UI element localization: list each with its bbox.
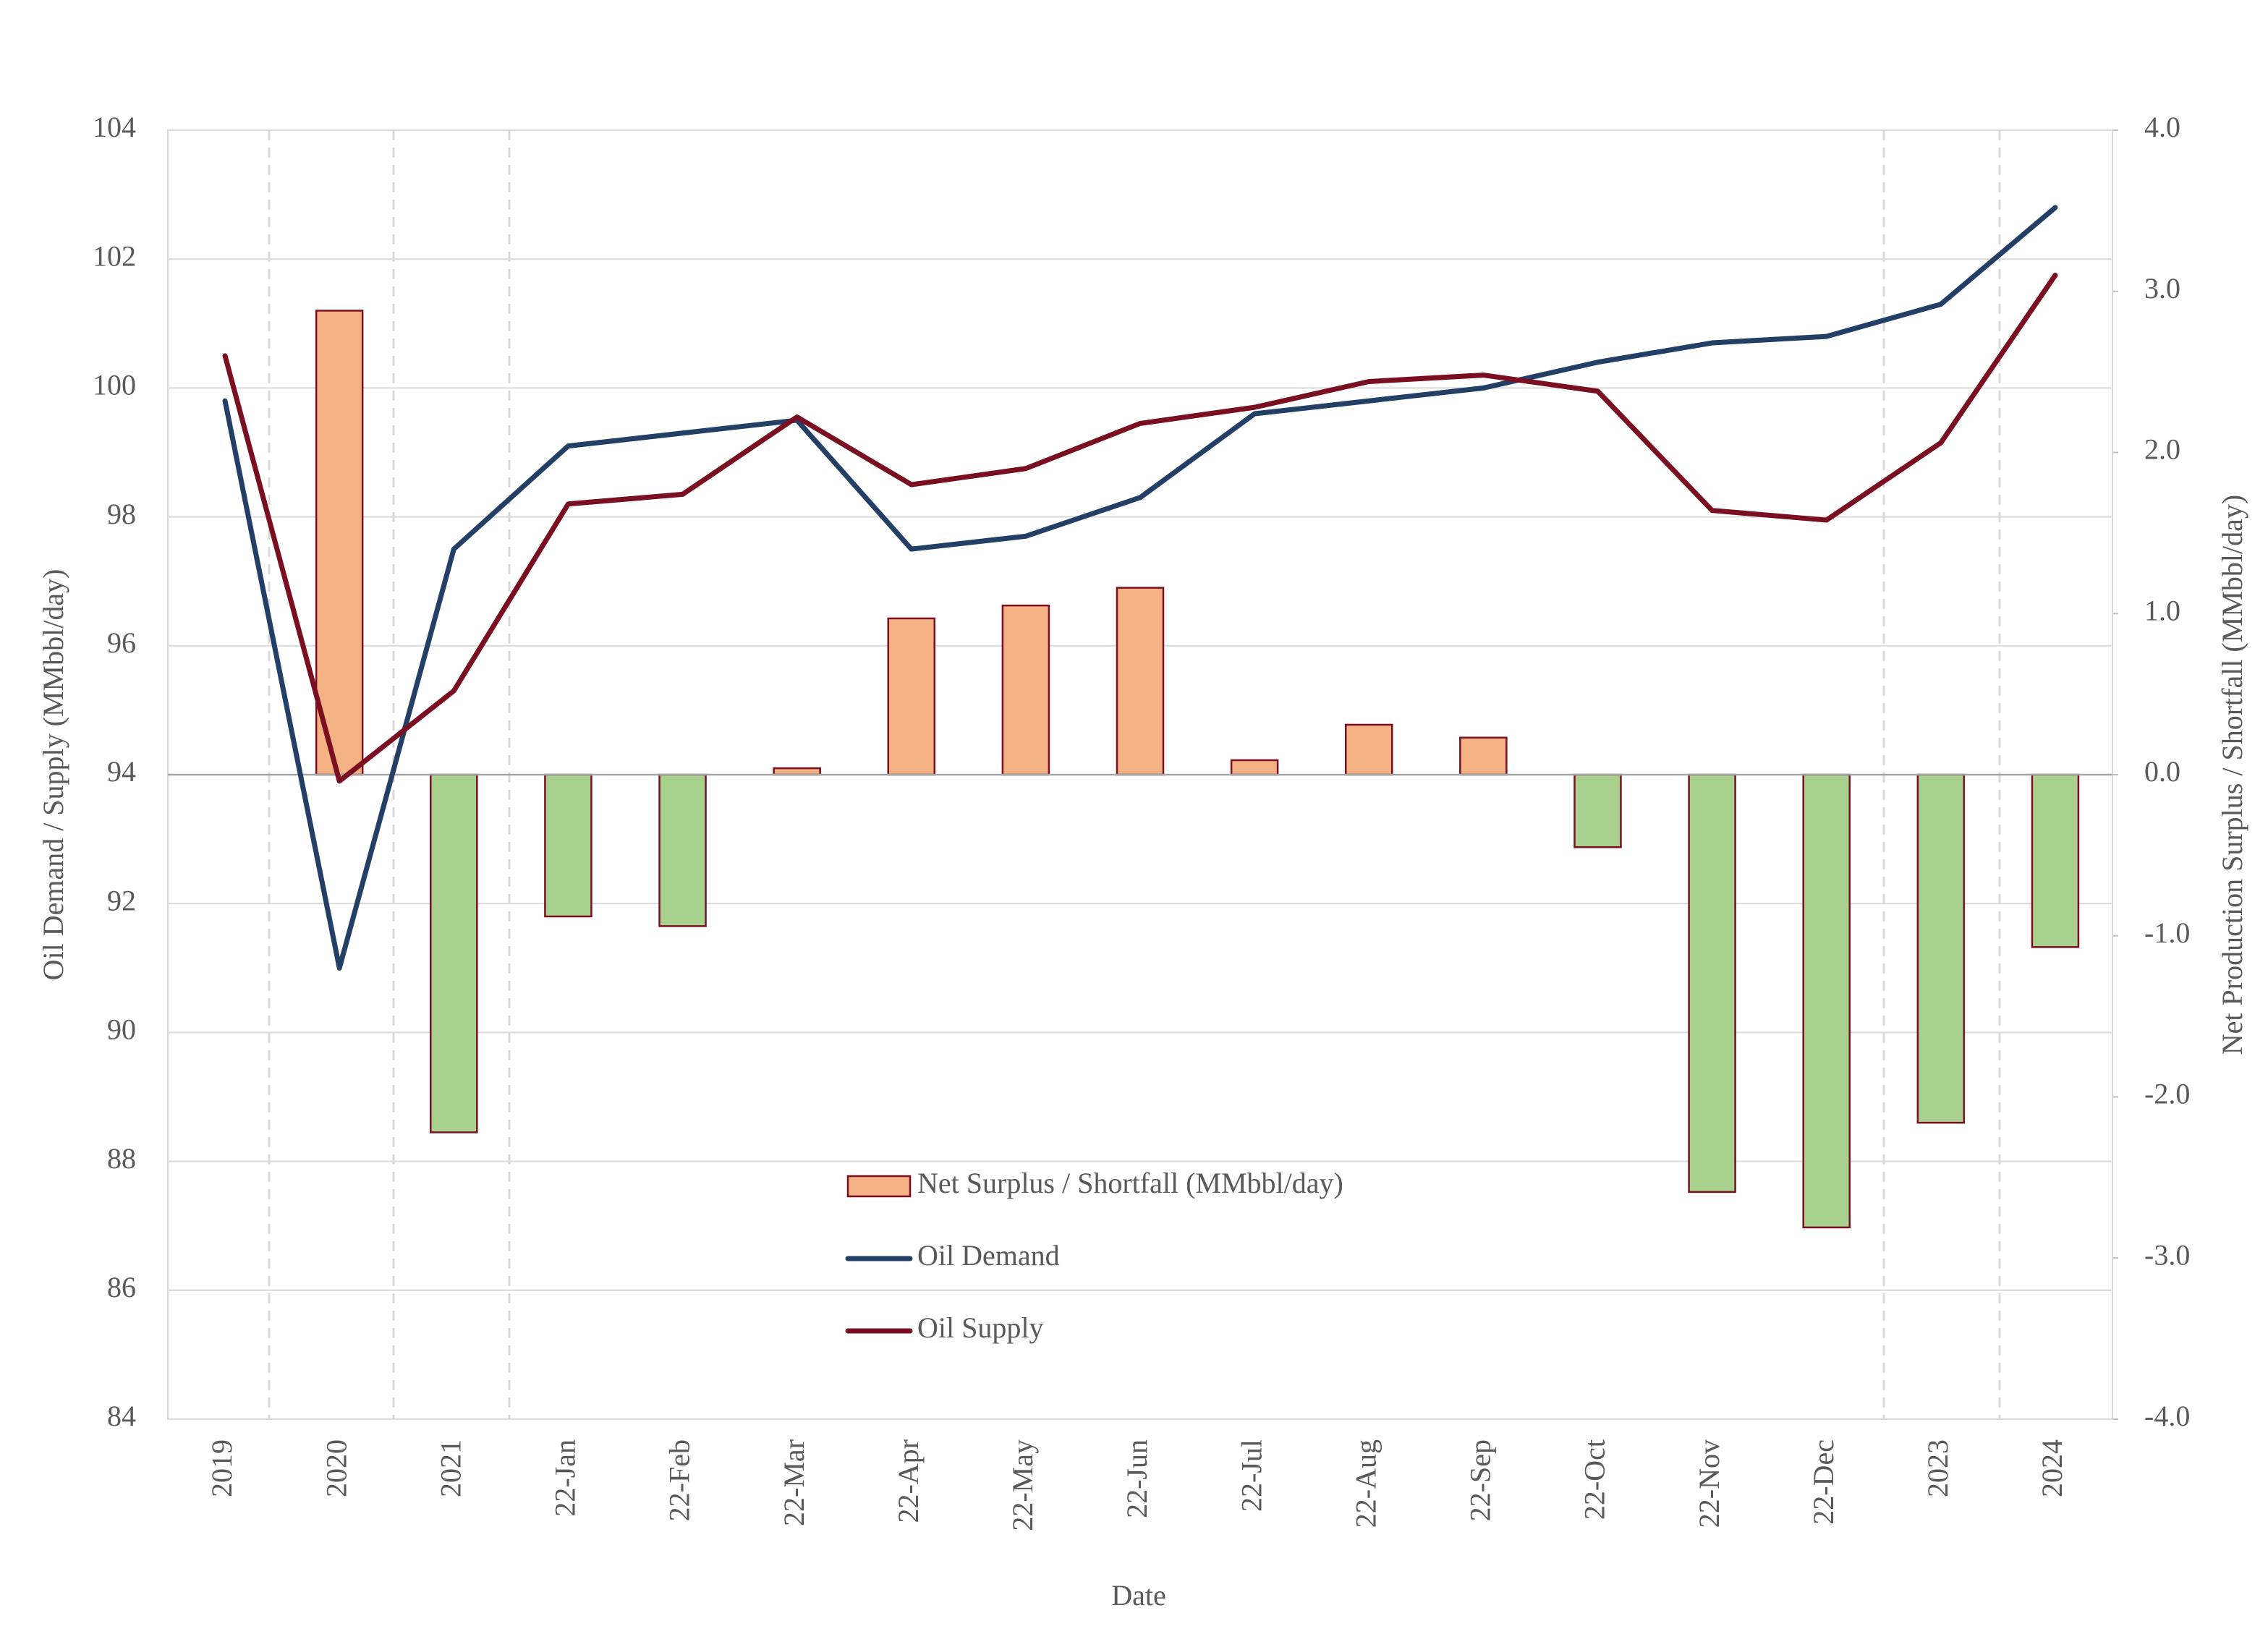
y-tick-label: 98 (107, 498, 136, 530)
bar (544, 773, 593, 918)
line (222, 205, 2058, 971)
x-tick-label: 2023 (1921, 1439, 1954, 1497)
legend-swatch (846, 1175, 912, 1198)
x-tick-label: 22-Mar (778, 1439, 810, 1526)
y-tick-label: 84 (107, 1400, 136, 1432)
y2-axis-title: Net Production Surplus / Shortfall (MMbb… (2216, 495, 2248, 1055)
y-tick-label: 94 (107, 755, 136, 788)
legend-label: Oil Demand (917, 1239, 1060, 1272)
bar (1916, 773, 1966, 1124)
x-tick-label: 22-Nov (1693, 1439, 1725, 1528)
bar (2031, 773, 2080, 948)
y2-tick-label: 1.0 (2144, 594, 2180, 626)
bar (1459, 736, 1508, 776)
y2-tick-label: -4.0 (2144, 1400, 2190, 1432)
y2-tick-label: 2.0 (2144, 433, 2180, 466)
x-tick-label: 2019 (205, 1439, 238, 1497)
x-tick-label: 22-Feb (663, 1439, 696, 1521)
bar (773, 767, 821, 776)
x-tick-label: 22-Dec (1807, 1439, 1840, 1525)
y-tick-label: 100 (93, 369, 136, 401)
x-axis-title: Date (1111, 1579, 1166, 1612)
bar (887, 617, 936, 776)
x-tick-label: 22-Oct (1579, 1439, 1611, 1520)
x-tick-label: 22-Apr (892, 1439, 925, 1523)
legend-label: Net Surplus / Shortfall (MMbbl/day) (917, 1167, 1343, 1199)
x-tick-label: 22-Jan (549, 1439, 582, 1517)
y-tick-label: 92 (107, 884, 136, 916)
bar (315, 310, 364, 776)
x-tick-label: 22-Aug (1349, 1439, 1382, 1528)
x-tick-label: 2021 (434, 1439, 467, 1497)
bar (1688, 773, 1736, 1193)
line (222, 272, 2058, 784)
y-tick-label: 90 (107, 1013, 136, 1046)
y2-tick-label: 0.0 (2144, 755, 2180, 788)
y-tick-label: 88 (107, 1142, 136, 1175)
y2-tick-label: -1.0 (2144, 916, 2190, 949)
legend-label: Oil Supply (917, 1311, 1043, 1344)
y-tick-label: 86 (107, 1271, 136, 1303)
x-tick-label: 22-Jun (1121, 1439, 1153, 1518)
x-tick-label: 22-Sep (1464, 1439, 1497, 1521)
y2-tick-label: 4.0 (2144, 111, 2180, 143)
bar (1802, 773, 1851, 1229)
y-tick-label: 96 (107, 626, 136, 659)
y-tick-label: 102 (93, 239, 136, 272)
y2-tick-label: 3.0 (2144, 272, 2180, 305)
x-tick-label: 2020 (320, 1439, 352, 1497)
y2-tick-label: -2.0 (2144, 1078, 2190, 1110)
bar (1116, 587, 1165, 776)
y-axis-title: Oil Demand / Supply (MMbbl/day) (37, 569, 69, 981)
y2-tick-label: -3.0 (2144, 1238, 2190, 1271)
bar (1230, 759, 1279, 776)
bar (430, 773, 478, 1133)
x-tick-label: 2024 (2036, 1439, 2068, 1497)
bar (1344, 723, 1393, 776)
bar (1573, 773, 1622, 848)
bar (658, 773, 707, 927)
y-tick-label: 104 (93, 111, 136, 143)
x-tick-label: 22-Jul (1235, 1439, 1267, 1512)
x-tick-label: 22-May (1006, 1439, 1039, 1531)
bar (1001, 604, 1050, 776)
